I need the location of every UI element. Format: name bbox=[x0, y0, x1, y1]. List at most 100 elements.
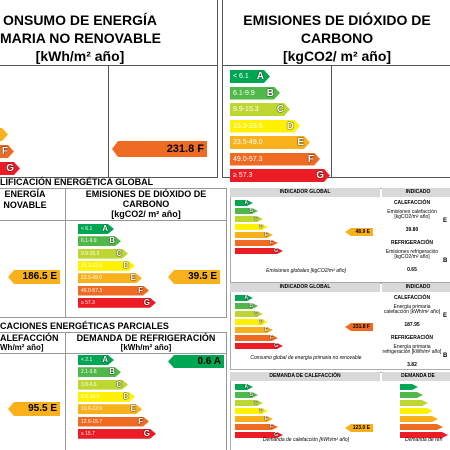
row-value: 187.95 bbox=[404, 322, 420, 328]
rating-bar bbox=[0, 128, 8, 141]
card-caption: Consumo global de energía primaria no re… bbox=[250, 355, 362, 361]
rating-indicator: 48.9 E bbox=[345, 228, 373, 236]
rating-bar: < 6.1 A bbox=[230, 70, 270, 83]
rating-bar: C bbox=[235, 216, 263, 222]
title: NOVABLE bbox=[3, 200, 47, 210]
rating-letter: E bbox=[264, 327, 268, 333]
section-header: LIFICACIÓN ENERGÉTICA GLOBAL bbox=[0, 177, 154, 187]
rating-letter: F bbox=[307, 153, 314, 165]
rating-letter: C bbox=[116, 248, 122, 258]
rating-bar: G bbox=[0, 162, 20, 175]
rating-bar: < 2.1 A bbox=[78, 355, 114, 365]
rating-bar: B bbox=[235, 392, 258, 398]
card-header: INDICADO bbox=[382, 283, 450, 292]
frame bbox=[108, 65, 218, 178]
rating-bar: C bbox=[235, 311, 263, 317]
rating-letter: B bbox=[249, 392, 253, 398]
rating-letter: D bbox=[259, 408, 263, 414]
title: DEMANDA DE REFRIGERACIÓN bbox=[76, 333, 216, 343]
frame bbox=[331, 65, 450, 178]
rating-letter: B bbox=[109, 236, 115, 246]
indicator-value: 123.0 E bbox=[352, 425, 370, 431]
rating-letter: G bbox=[274, 343, 278, 349]
title: Wh/m² año] bbox=[0, 343, 44, 352]
row-class: B bbox=[443, 353, 448, 359]
card-header: DEMANDA DE bbox=[382, 372, 450, 381]
row-title: CALEFACCIÓN bbox=[393, 295, 431, 301]
rating-letter: C bbox=[254, 311, 258, 317]
rating-bar: 9.9-15.3 C bbox=[78, 249, 128, 259]
rating-bar: 3.8-6.6 C bbox=[78, 380, 128, 390]
card-caption: Emisiones globales [kgCO2/m² año] bbox=[266, 268, 346, 274]
rating-letter: G bbox=[143, 428, 150, 438]
range-label: 9.9-15.3 bbox=[233, 106, 259, 113]
rating-bar: 12.6-15.7 F bbox=[78, 417, 149, 427]
range-label: 23.5-49.0 bbox=[81, 275, 103, 282]
range-label: 15.3-23.5 bbox=[233, 122, 263, 130]
rating-letter: B bbox=[109, 367, 115, 377]
rating-bar: G bbox=[235, 343, 283, 349]
range-label: 6.1-9.9 bbox=[81, 238, 97, 245]
rating-letter: E bbox=[264, 232, 268, 238]
rating-bar: F bbox=[235, 424, 278, 430]
range-label: 3.8-6.6 bbox=[81, 381, 97, 388]
indicator-value: 231.8 F bbox=[353, 324, 370, 330]
rating-bar: 23.5-49.0 E bbox=[230, 136, 310, 149]
rating-letter: G bbox=[316, 170, 324, 181]
rating-letter: G bbox=[143, 297, 150, 307]
range-label: 49.0-57.3 bbox=[233, 155, 263, 163]
row-title: REFRIGERACIÓN bbox=[391, 335, 433, 341]
title: [kgCO2/ m² año] bbox=[111, 209, 181, 219]
rating-letter: E bbox=[130, 273, 136, 283]
rating-bar: F bbox=[235, 240, 278, 246]
rating-letter: D bbox=[123, 391, 129, 401]
rating-letter: E bbox=[264, 416, 268, 422]
frame bbox=[0, 188, 227, 221]
rating-bar: 23.5-49.0 E bbox=[78, 273, 142, 283]
rating-bar: A bbox=[235, 295, 253, 301]
row-value: 0.65 bbox=[407, 267, 417, 273]
indicator-value: 231.8 F bbox=[166, 143, 204, 155]
rating-bar: D bbox=[235, 319, 268, 325]
rating-bar: 15.3-23.5 D bbox=[230, 120, 300, 133]
rating-bar bbox=[400, 432, 448, 438]
row-title: REFRIGERACIÓN bbox=[391, 240, 433, 246]
rating-bar: ≥ 15.7 G bbox=[78, 429, 156, 439]
title: [kWh/m² año] bbox=[120, 343, 172, 352]
rating-bar bbox=[400, 416, 438, 422]
rating-bar: E bbox=[235, 327, 273, 333]
rating-bar: 6.1-9.9 B bbox=[230, 87, 280, 100]
rating-letter: E bbox=[297, 137, 304, 148]
rating-indicator: 39.5 E bbox=[168, 270, 220, 284]
rating-letter: D bbox=[259, 224, 263, 230]
title: CARBONO bbox=[122, 199, 170, 209]
rating-letter: C bbox=[254, 216, 258, 222]
range-label: < 2.1 bbox=[81, 357, 93, 363]
rating-bar: B bbox=[235, 208, 258, 214]
rating-bar bbox=[400, 384, 418, 390]
rating-bar: ≥ 57.3 G bbox=[78, 298, 156, 308]
rating-bar: A bbox=[235, 200, 253, 206]
row-label: Energía primaria calefacción [kWh/m² año… bbox=[383, 304, 441, 315]
rating-indicator: 123.0 E bbox=[345, 424, 373, 432]
rating-letter: A bbox=[244, 384, 248, 390]
range-label: 23.5-49.0 bbox=[233, 139, 263, 146]
rating-letter: F bbox=[138, 285, 143, 295]
range-label: ≥ 15.7 bbox=[81, 430, 95, 437]
indicator-value: 186.5 E bbox=[22, 271, 57, 282]
rating-letter: D bbox=[123, 260, 129, 270]
range-label: 6.6-10.6 bbox=[81, 393, 100, 400]
rating-letter: A bbox=[256, 71, 264, 82]
rating-letter: B bbox=[249, 303, 253, 309]
rating-letter: F bbox=[138, 416, 143, 426]
frame bbox=[0, 332, 227, 354]
card-header: INDICADOR GLOBAL bbox=[230, 188, 380, 197]
rating-bar: 6.1-9.9 B bbox=[78, 236, 121, 246]
rating-letter: F bbox=[269, 335, 273, 341]
rating-indicator: 186.5 E bbox=[8, 270, 60, 284]
range-label: 12.6-15.7 bbox=[81, 418, 103, 425]
rating-letter: A bbox=[102, 355, 108, 364]
rating-letter: B bbox=[266, 87, 274, 99]
row-class: E bbox=[443, 313, 448, 319]
